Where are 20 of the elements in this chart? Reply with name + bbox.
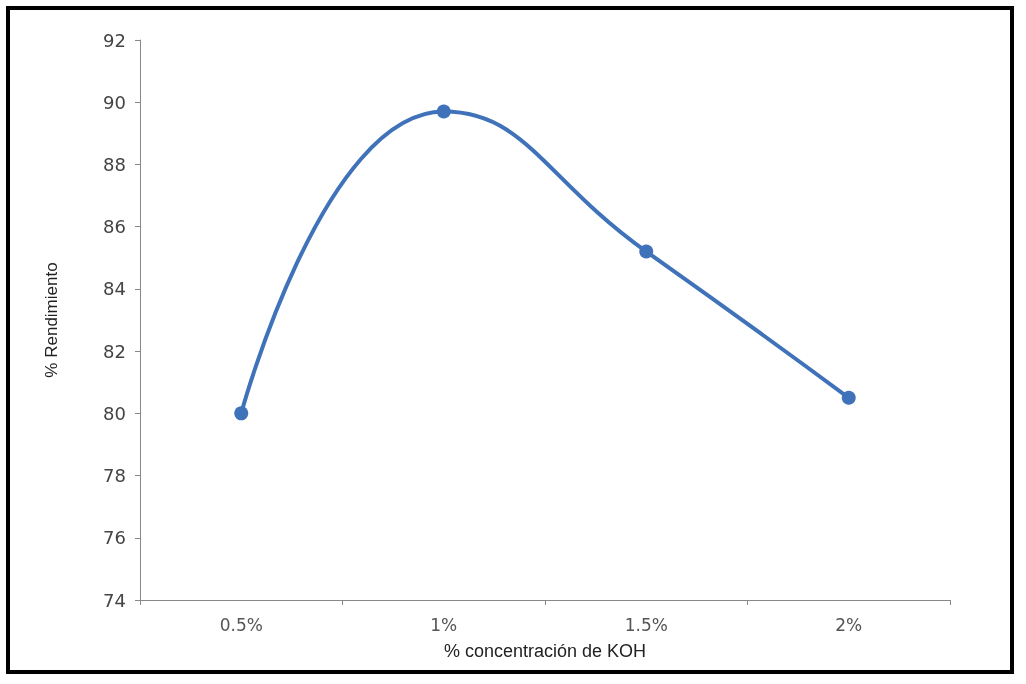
y-tick-label: 84 [103, 278, 126, 300]
y-tick-label: 92 [103, 29, 126, 51]
y-tick-label: 86 [103, 216, 126, 238]
y-tick-label: 82 [103, 340, 126, 362]
y-tick-label: 76 [103, 527, 126, 549]
y-tick-label: 80 [103, 402, 126, 424]
y-tick-label: 90 [103, 91, 126, 113]
point [841, 390, 856, 405]
x-tick-label: 1% [430, 614, 458, 635]
y-tick-label: 78 [103, 465, 126, 487]
point [234, 406, 249, 421]
y-tick-label: 88 [103, 153, 126, 175]
point [639, 244, 654, 259]
x-tick-label: 1.5% [624, 614, 668, 635]
x-axis-title: % concentración de KOH [443, 641, 647, 661]
point [436, 104, 451, 119]
x-tick-label: 0.5% [219, 614, 263, 635]
y-axis-title: % Rendimiento [42, 262, 61, 378]
x-tick-label: 2% [835, 614, 863, 635]
y-tick-label: 74 [103, 589, 126, 611]
